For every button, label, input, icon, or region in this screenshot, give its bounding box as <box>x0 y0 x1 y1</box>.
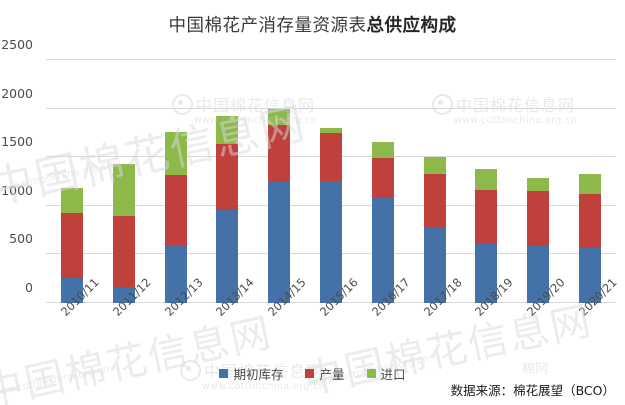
legend-item[interactable]: 进口 <box>366 364 406 383</box>
plot-area: 0 500 1000 1500 2000 2500 <box>1 37 616 303</box>
bar-group[interactable] <box>423 60 446 303</box>
bar-segment[interactable] <box>164 245 187 303</box>
chart-legend: 期初库存 产量 进口 <box>0 364 625 383</box>
bar-segment[interactable] <box>423 227 446 303</box>
bar-segment[interactable] <box>112 163 135 217</box>
bar-segment[interactable] <box>579 174 602 195</box>
y-axis-tick-label: 0 <box>25 280 33 295</box>
bar-segment[interactable] <box>371 157 394 199</box>
bar-segment[interactable] <box>527 191 550 246</box>
bar-segment[interactable] <box>60 278 83 303</box>
bar-segment[interactable] <box>216 210 239 303</box>
bar-segment[interactable] <box>320 133 342 182</box>
bar-segment[interactable] <box>216 115 239 144</box>
bars-layer <box>46 60 616 303</box>
bar-segment[interactable] <box>475 190 498 245</box>
bar-segment[interactable] <box>475 168 498 191</box>
bar-group[interactable] <box>112 60 135 303</box>
bar-group[interactable] <box>579 60 602 303</box>
bar-segment[interactable] <box>579 247 602 303</box>
legend-label: 产量 <box>319 367 345 382</box>
bar-segment[interactable] <box>164 131 187 176</box>
legend-swatch-icon <box>366 369 376 378</box>
bar-segment[interactable] <box>112 287 135 303</box>
bar-group[interactable] <box>60 60 83 303</box>
bar-segment[interactable] <box>112 216 135 288</box>
gridline <box>46 59 616 60</box>
bar-group[interactable] <box>371 60 394 303</box>
bar-group[interactable] <box>320 60 342 303</box>
bar-group[interactable] <box>164 60 187 303</box>
chart-title: 中国棉花产消存量资源表总供应构成 <box>0 12 625 37</box>
bar-group[interactable] <box>216 60 239 303</box>
y-axis-tick-label: 2500 <box>1 37 33 52</box>
legend-item[interactable]: 产量 <box>305 364 345 383</box>
bar-segment[interactable] <box>216 143 239 211</box>
bar-segment[interactable] <box>423 157 446 174</box>
bar-segment[interactable] <box>60 212 83 279</box>
legend-label: 进口 <box>380 367 406 382</box>
y-axis-tick-label: 500 <box>9 231 33 247</box>
bar-segment[interactable] <box>371 198 394 303</box>
bar-segment[interactable] <box>268 182 291 303</box>
y-axis-tick-label: 2000 <box>1 85 33 101</box>
legend-swatch-icon <box>219 369 229 378</box>
source-note: 数据来源：棉花展望（BCO） <box>450 383 615 398</box>
bar-segment[interactable] <box>320 181 342 303</box>
y-axis-tick-label: 1000 <box>1 182 33 198</box>
chart-title-normal: 中国棉花产消存量资源表 <box>168 16 367 36</box>
legend-item[interactable]: 期初库存 <box>219 364 283 383</box>
bar-segment[interactable] <box>60 188 83 213</box>
x-axis: 2010/11 2011/12 2012/13 2013/14 2014/15 2015/… <box>46 275 620 373</box>
bar-segment[interactable] <box>527 245 550 303</box>
legend-swatch-icon <box>305 369 315 378</box>
gridline <box>46 107 616 109</box>
bar-group[interactable] <box>527 60 550 303</box>
bar-segment[interactable] <box>371 141 394 158</box>
bar-segment[interactable] <box>423 173 446 228</box>
y-axis-tick-label: 1500 <box>1 134 33 150</box>
bar-segment[interactable] <box>527 178 550 192</box>
chart-title-bold: 总供应构成 <box>366 16 457 36</box>
bar-segment[interactable] <box>320 127 342 134</box>
bar-group[interactable] <box>475 60 498 303</box>
bar-segment[interactable] <box>268 109 291 126</box>
bar-segment[interactable] <box>164 175 187 246</box>
bar-segment[interactable] <box>268 125 291 183</box>
legend-label: 期初库存 <box>233 367 284 382</box>
bar-segment[interactable] <box>579 194 602 248</box>
bar-group[interactable] <box>268 60 291 303</box>
bar-segment[interactable] <box>475 244 498 303</box>
